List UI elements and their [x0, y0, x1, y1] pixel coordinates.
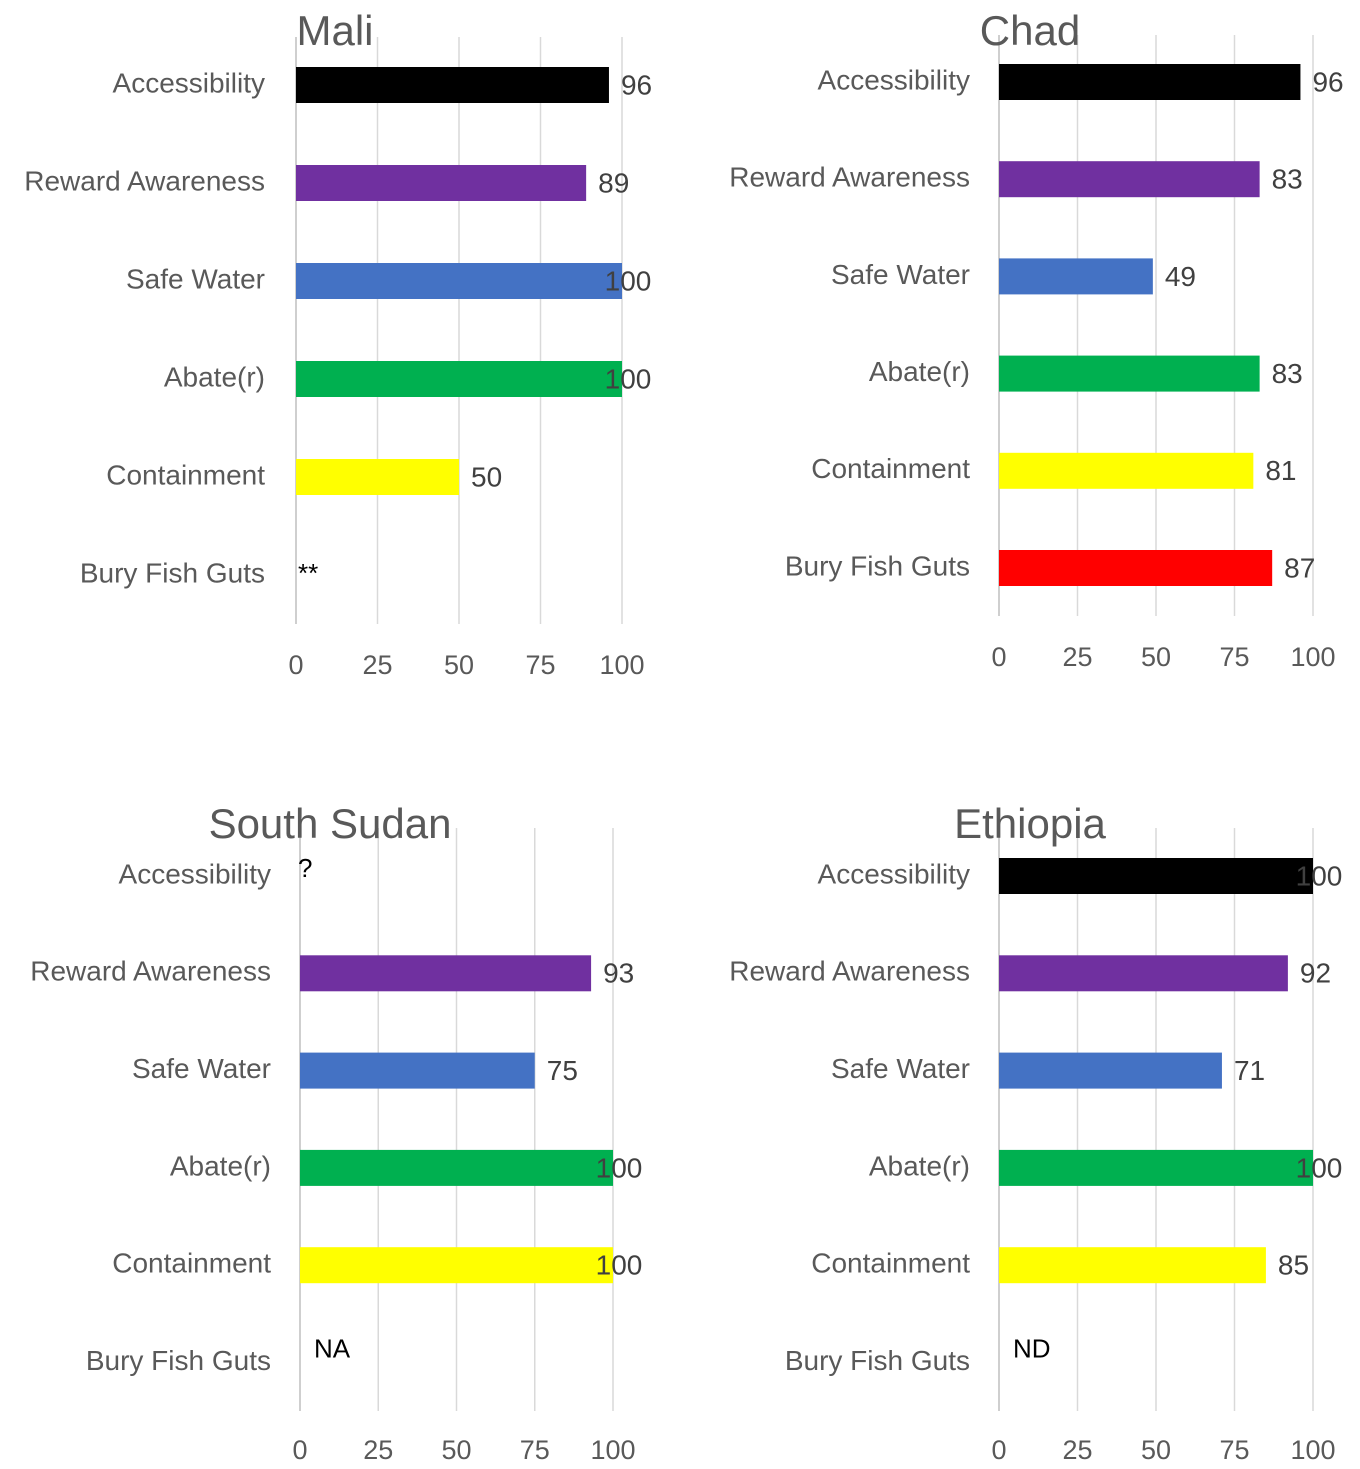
- x-tick-label: 0: [292, 1435, 307, 1465]
- x-tick-label: 25: [363, 1435, 393, 1465]
- data-label: 49: [1165, 261, 1196, 292]
- x-tick-label: 75: [1219, 1435, 1249, 1465]
- category-label: Safe Water: [831, 1053, 970, 1084]
- x-tick-label: 0: [991, 1435, 1006, 1465]
- x-tick-label: 75: [520, 1435, 550, 1465]
- x-tick-label: 50: [1141, 642, 1171, 672]
- category-label: Accessibility: [818, 858, 970, 889]
- data-label: 100: [1296, 1152, 1343, 1183]
- chart-title: Chad: [980, 7, 1080, 54]
- x-tick-label: 25: [1062, 642, 1092, 672]
- category-label: Reward Awareness: [729, 162, 970, 193]
- data-label: 85: [1278, 1250, 1309, 1281]
- x-tick-label: 0: [991, 642, 1006, 672]
- category-label: Containment: [112, 1248, 271, 1279]
- x-tick-label: 0: [288, 650, 303, 680]
- category-label: Bury Fish Guts: [86, 1345, 271, 1376]
- data-label: 89: [598, 167, 629, 198]
- bar: [300, 955, 592, 992]
- category-label: Abate(r): [164, 361, 265, 392]
- x-tick-label: 100: [590, 1435, 635, 1465]
- data-label: 100: [605, 363, 652, 394]
- category-label: Containment: [106, 459, 265, 490]
- bar: [999, 355, 1260, 392]
- category-label: Bury Fish Guts: [785, 550, 970, 581]
- category-label: Containment: [811, 1248, 970, 1279]
- bar: [300, 1052, 535, 1089]
- x-tick-label: 25: [1062, 1435, 1092, 1465]
- category-label: Safe Water: [132, 1053, 271, 1084]
- category-label: Reward Awareness: [30, 956, 271, 987]
- data-label: 71: [1234, 1055, 1265, 1086]
- data-label: 75: [547, 1055, 578, 1086]
- chart-panel-ethiopia: 0 25 50 75 100 Ethiopia Accessibility 100 Reward…: [729, 800, 1342, 1465]
- x-tick-label: 100: [599, 650, 644, 680]
- data-label: 100: [596, 1250, 643, 1281]
- category-label: Safe Water: [126, 263, 265, 294]
- chart-panel-mali: 0 25 50 75 100 Mali Accessibility 96 Reward Awar…: [24, 7, 652, 680]
- bar: [999, 258, 1153, 295]
- data-label: 93: [603, 958, 634, 989]
- category-label: Accessibility: [113, 67, 265, 98]
- bar: [296, 165, 587, 201]
- data-note: NA: [314, 1333, 351, 1363]
- category-label: Bury Fish Guts: [785, 1345, 970, 1376]
- data-label: 87: [1284, 552, 1315, 583]
- category-label: Accessibility: [818, 64, 970, 95]
- category-label: Reward Awareness: [729, 956, 970, 987]
- bar: [296, 263, 622, 299]
- category-label: Bury Fish Guts: [80, 557, 265, 588]
- bar: [999, 955, 1288, 992]
- bar: [999, 1052, 1222, 1089]
- bar: [999, 64, 1301, 100]
- bar: [999, 858, 1313, 894]
- x-tick-label: 25: [362, 650, 392, 680]
- category-label: Abate(r): [869, 1150, 970, 1181]
- bar: [296, 67, 609, 103]
- x-tick-label: 100: [1290, 1435, 1335, 1465]
- category-label: Containment: [811, 453, 970, 484]
- x-tick-label: 75: [525, 650, 555, 680]
- bar: [300, 1247, 613, 1284]
- category-label: Safe Water: [831, 259, 970, 290]
- data-label: 83: [1272, 358, 1303, 389]
- bar: [296, 459, 459, 495]
- chart-panel-south-sudan: 0 25 50 75 100 South Sudan Accessibility ? Rewar…: [30, 800, 642, 1465]
- x-tick-label: 50: [1141, 1435, 1171, 1465]
- x-tick-label: 100: [1290, 642, 1335, 672]
- category-label: Abate(r): [170, 1150, 271, 1181]
- data-label: 96: [1312, 66, 1343, 97]
- chart-title: South Sudan: [209, 800, 452, 847]
- category-label: Accessibility: [119, 858, 271, 889]
- bar: [999, 1247, 1266, 1284]
- data-note: **: [298, 558, 318, 588]
- chart-title: Mali: [296, 7, 373, 54]
- data-label: 83: [1272, 164, 1303, 195]
- data-label: 50: [471, 461, 502, 492]
- data-label: 100: [596, 1152, 643, 1183]
- data-label: 100: [605, 265, 652, 296]
- data-label: 81: [1265, 455, 1296, 486]
- category-label: Abate(r): [869, 356, 970, 387]
- data-note: ND: [1013, 1333, 1051, 1363]
- x-tick-label: 50: [444, 650, 474, 680]
- chart-title: Ethiopia: [954, 800, 1106, 847]
- data-note: ?: [298, 853, 312, 883]
- x-tick-label: 50: [441, 1435, 471, 1465]
- bar: [999, 452, 1254, 489]
- chart-panel-chad: 0 25 50 75 100 Chad Accessibility 96 Reward Awar…: [729, 7, 1343, 672]
- data-label: 92: [1300, 958, 1331, 989]
- bar: [296, 361, 622, 397]
- bar: [999, 161, 1260, 198]
- data-label: 100: [1296, 860, 1343, 891]
- bar: [999, 1149, 1313, 1186]
- bar: [999, 550, 1273, 586]
- x-tick-label: 75: [1219, 642, 1249, 672]
- category-label: Reward Awareness: [24, 165, 265, 196]
- data-label: 96: [621, 69, 652, 100]
- bar: [300, 1149, 613, 1186]
